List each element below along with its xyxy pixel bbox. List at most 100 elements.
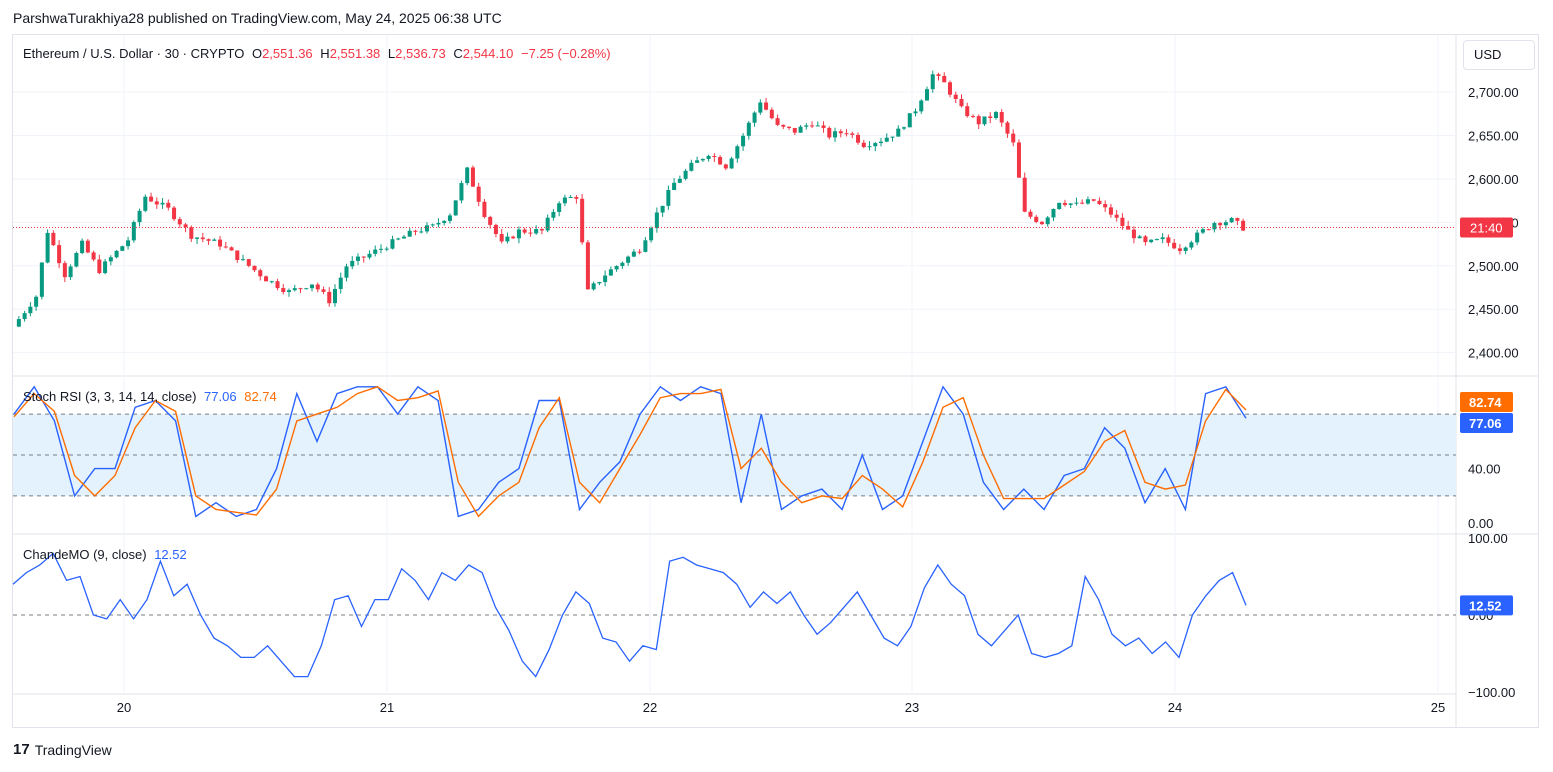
candle-body [735,146,740,159]
candle-body [74,253,79,267]
candle-body [68,266,73,278]
candle-body [861,142,866,148]
time-tick-label: 24 [1168,700,1182,715]
candle-body [953,94,958,99]
candle-body [896,128,901,137]
candle-body [200,237,205,240]
candle-body [1022,177,1027,212]
candle-body [315,284,320,290]
time-tick-label: 20 [117,700,131,715]
candle-body [654,212,659,229]
candle-body [815,125,820,127]
candle-body [649,228,654,241]
candle-body [505,236,510,242]
cmo-title: ChandeMO (9, close) [23,547,147,562]
candle-body [850,133,855,135]
symbol-legend[interactable]: Ethereum / U.S. Dollar · 30 · CRYPTO O2,… [23,46,615,61]
candle-body [557,203,562,212]
candle-body [539,229,544,231]
candle-body [787,126,792,128]
candle-body [16,319,21,327]
candle-body [229,247,234,251]
candle-body [384,248,389,250]
candle-body [516,229,521,239]
candle-body [430,224,435,226]
candle-body [1241,220,1246,231]
candle-body [258,270,263,277]
candle-body [1034,216,1039,222]
candle-body [746,122,751,136]
high-label: H [320,46,330,61]
candle-body [700,159,705,161]
candle-body [637,251,642,253]
candle-body [821,125,826,128]
candle-body [1189,242,1194,248]
time-tick-label: 21 [380,700,394,715]
candle-body [1229,218,1234,223]
candle-body [373,249,378,254]
candle-body [287,290,292,293]
open-value: 2,551.36 [262,46,313,61]
candle-body [166,202,171,208]
candle-body [603,275,608,283]
candle-body [1126,225,1131,230]
candle-body [913,111,918,114]
candle-body [672,182,677,190]
stoch-k-value: 77.06 [204,389,237,404]
candle-body [264,276,269,282]
candle-body [85,240,90,253]
candle-body [108,257,113,262]
candle-body [838,131,843,134]
stoch-d-badge [1460,392,1513,412]
candle-body [126,240,131,247]
stoch-legend[interactable]: Stoch RSI (3, 3, 14, 14, close) 77.06 82… [23,389,281,404]
candle-body [585,242,590,290]
tradingview-logo[interactable]: 17 TradingView [13,741,112,758]
candle-body [1108,207,1113,215]
candle-body [57,245,62,264]
candle-body [1172,242,1177,249]
candle-body [827,127,832,138]
candle-body [298,288,303,290]
cmo-tick-label: −100.00 [1468,685,1515,700]
candle-body [1011,133,1016,143]
candle-body [1080,202,1085,204]
candle-body [327,291,332,304]
candle-body [281,288,286,293]
candle-body [1097,200,1102,205]
candle-body [28,306,33,314]
candle-body [970,116,975,118]
candle-body [241,259,246,261]
candle-body [34,296,39,307]
candle-body [22,313,27,320]
candle-body [1212,223,1217,230]
cmo-legend[interactable]: ChandeMO (9, close) 12.52 [23,547,191,562]
candle-body [758,102,763,113]
candle-body [1137,236,1142,239]
currency-button[interactable]: USD [1463,40,1535,70]
candle-body [482,201,487,217]
candle-body [396,238,401,240]
tv-logo-icon: 17 [13,741,30,758]
last-price-badge [1460,217,1513,238]
candle-body [1149,239,1154,243]
candle-body [1028,211,1033,217]
candle-body [252,265,257,271]
candle-body [235,250,240,261]
candle-body [269,281,274,283]
candle-body [1114,214,1119,218]
candle-body [706,155,711,160]
close-value: 2,544.10 [462,46,514,61]
candle-body [442,220,447,223]
candle-body [752,112,757,123]
stoch-d-value: 82.74 [244,389,277,404]
candle-body [936,74,941,76]
candle-body [137,210,142,223]
candle-body [551,211,556,218]
candle-body [218,239,223,247]
candle-body [91,252,96,260]
candle-body [436,222,441,225]
candle-body [626,256,631,263]
candle-body [643,240,648,252]
